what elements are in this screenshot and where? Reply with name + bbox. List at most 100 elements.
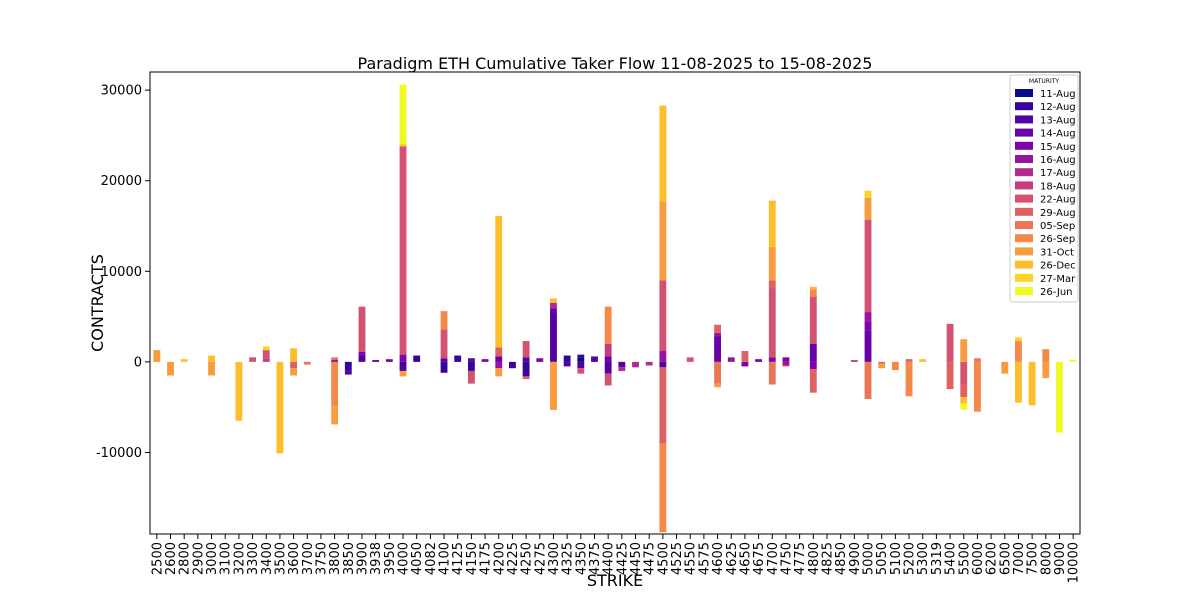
y-tick-label: 10000: [101, 265, 142, 280]
bar-22-Aug-4800: [809, 296, 817, 344]
bar-26-Jun-5500: [960, 403, 968, 410]
bar-12-Aug-4000: [399, 361, 407, 366]
bar-05-Sep-4600: [714, 361, 721, 384]
x-tick-label: 3200: [232, 542, 247, 575]
bar-22-Aug-3900: [358, 306, 366, 352]
legend-label: 27-Mar: [1040, 274, 1076, 285]
bar-26-Jun-10000: [1069, 360, 1077, 362]
bar-22-Aug-5000: [864, 219, 872, 313]
bar-14-Aug-4300: [550, 308, 557, 313]
bar-15-Aug-4700: [768, 357, 776, 362]
x-tick-label: 4100: [438, 542, 453, 575]
bar-13-Aug-3850: [344, 370, 352, 375]
bar-26-Sep-4400: [604, 306, 612, 344]
bar-22-Aug-4500: [659, 280, 667, 352]
legend-label: 17-Aug: [1040, 168, 1076, 179]
bar-22-Aug-3400: [262, 350, 270, 359]
x-tick-label: 3900: [355, 542, 370, 575]
legend-label: 16-Aug: [1040, 155, 1076, 166]
y-axis: -10000 0 10000 20000 30000: [96, 84, 150, 461]
bar-31-Oct-5500: [960, 339, 968, 362]
legend-label: 11-Aug: [1040, 89, 1076, 100]
x-tick-label: 4475: [643, 542, 658, 575]
x-tick-label: 4325: [561, 542, 576, 575]
legend-label: 13-Aug: [1040, 115, 1076, 126]
bar-22-Aug-4400: [604, 373, 612, 386]
bar-13-Aug-4300: [550, 312, 557, 362]
bar-31-Oct-2600: [167, 361, 174, 376]
bar-13-Aug-4375: [591, 356, 598, 362]
legend-swatch: [1015, 89, 1033, 97]
bar-31-Oct-4500: [659, 201, 667, 281]
bar-22-Aug-4000: [399, 146, 407, 355]
x-tick-label: 5300: [916, 542, 931, 575]
bar-14-Aug-5000: [864, 330, 872, 362]
x-tick-label: 5200: [903, 542, 918, 575]
bar-29-Aug-5500: [960, 384, 968, 398]
legend-label: 22-Aug: [1040, 195, 1076, 206]
x-tick-label: 4400: [602, 542, 617, 575]
bar-26-Dec-2800: [180, 359, 188, 362]
x-tick-label: 4825: [820, 542, 835, 575]
bar-26-Dec-3200: [235, 361, 243, 421]
bar-14-Aug-4400: [604, 356, 612, 362]
bar-29-Aug-4600: [714, 324, 721, 333]
x-tick-label: 3938: [369, 542, 384, 575]
legend-label: 05-Sep: [1040, 221, 1075, 232]
bar-13-Aug-4100: [440, 358, 448, 362]
x-tick-label: 4300: [547, 542, 562, 575]
bar-13-Aug-4500: [659, 361, 667, 368]
bar-16-Aug-4750: [782, 361, 790, 366]
bar-26-Dec-4700: [768, 200, 776, 247]
legend-label: 15-Aug: [1040, 142, 1076, 153]
x-axis: 2500260028002900300031003200330034003500…: [150, 534, 1082, 583]
bar-31-Oct-6500: [1001, 361, 1009, 374]
bar-22-Aug-3300: [249, 357, 256, 362]
x-tick-label: 3500: [273, 542, 288, 575]
bar-15-Aug-4675: [755, 359, 763, 362]
x-tick-label: 4125: [451, 542, 466, 575]
legend-swatch: [1015, 194, 1033, 203]
x-tick-label: 3950: [383, 542, 398, 575]
bar-22-Aug-4550: [686, 357, 694, 362]
bar-12-Aug-4050: [413, 355, 421, 362]
bar-31-Oct-8000: [1042, 361, 1050, 379]
bar-29-Aug-3600: [290, 361, 298, 369]
bar-15-Aug-4750: [782, 357, 790, 362]
bar-14-Aug-4800: [809, 343, 817, 362]
bar-26-Dec-7500: [1028, 361, 1036, 406]
bar-26-Dec-4200: [495, 216, 503, 348]
bar-31-Oct-2500: [153, 350, 161, 362]
y-tick-label: 0: [134, 355, 142, 370]
bar-26-Sep-5100: [891, 361, 899, 371]
bar-15-Aug-3800: [331, 360, 339, 362]
legend-swatch: [1015, 287, 1033, 295]
x-tick-label: 4425: [615, 542, 630, 575]
legend-label: 26-Sep: [1040, 234, 1075, 245]
x-tick-label: 2900: [191, 542, 206, 575]
bar-26-Jun-9000: [1056, 361, 1063, 433]
x-tick-label: 4350: [574, 542, 589, 575]
bar-26-Dec-3600: [290, 348, 298, 362]
bar-05-Sep-3800: [331, 357, 339, 361]
legend-label: 26-Jun: [1040, 287, 1073, 298]
x-tick-label: 4150: [465, 542, 480, 575]
bar-29-Aug-4500: [659, 367, 667, 444]
bar-05-Sep-6000: [974, 358, 981, 362]
bar-29-Aug-5200: [905, 359, 913, 362]
x-tick-label: 10000: [1067, 542, 1082, 583]
legend-label: 14-Aug: [1040, 129, 1076, 140]
bar-05-Sep-4700: [768, 361, 776, 385]
x-tick-label: 6000: [971, 542, 986, 575]
legend: MATURITY 11-Aug 12-Aug 13-Aug 14-Aug 15-Aug 1…: [1009, 74, 1079, 303]
bar-26-Sep-4500: [659, 443, 667, 533]
legend-swatch: [1015, 234, 1033, 243]
bar-13-Aug-4425: [618, 361, 626, 368]
x-tick-label: 4775: [793, 542, 808, 575]
legend-swatch: [1015, 273, 1033, 282]
x-tick-label: 2600: [164, 542, 179, 575]
x-axis-title: STRIKE: [587, 571, 643, 590]
bar-29-Aug-4200: [495, 347, 503, 357]
x-tick-label: 4800: [807, 542, 822, 575]
